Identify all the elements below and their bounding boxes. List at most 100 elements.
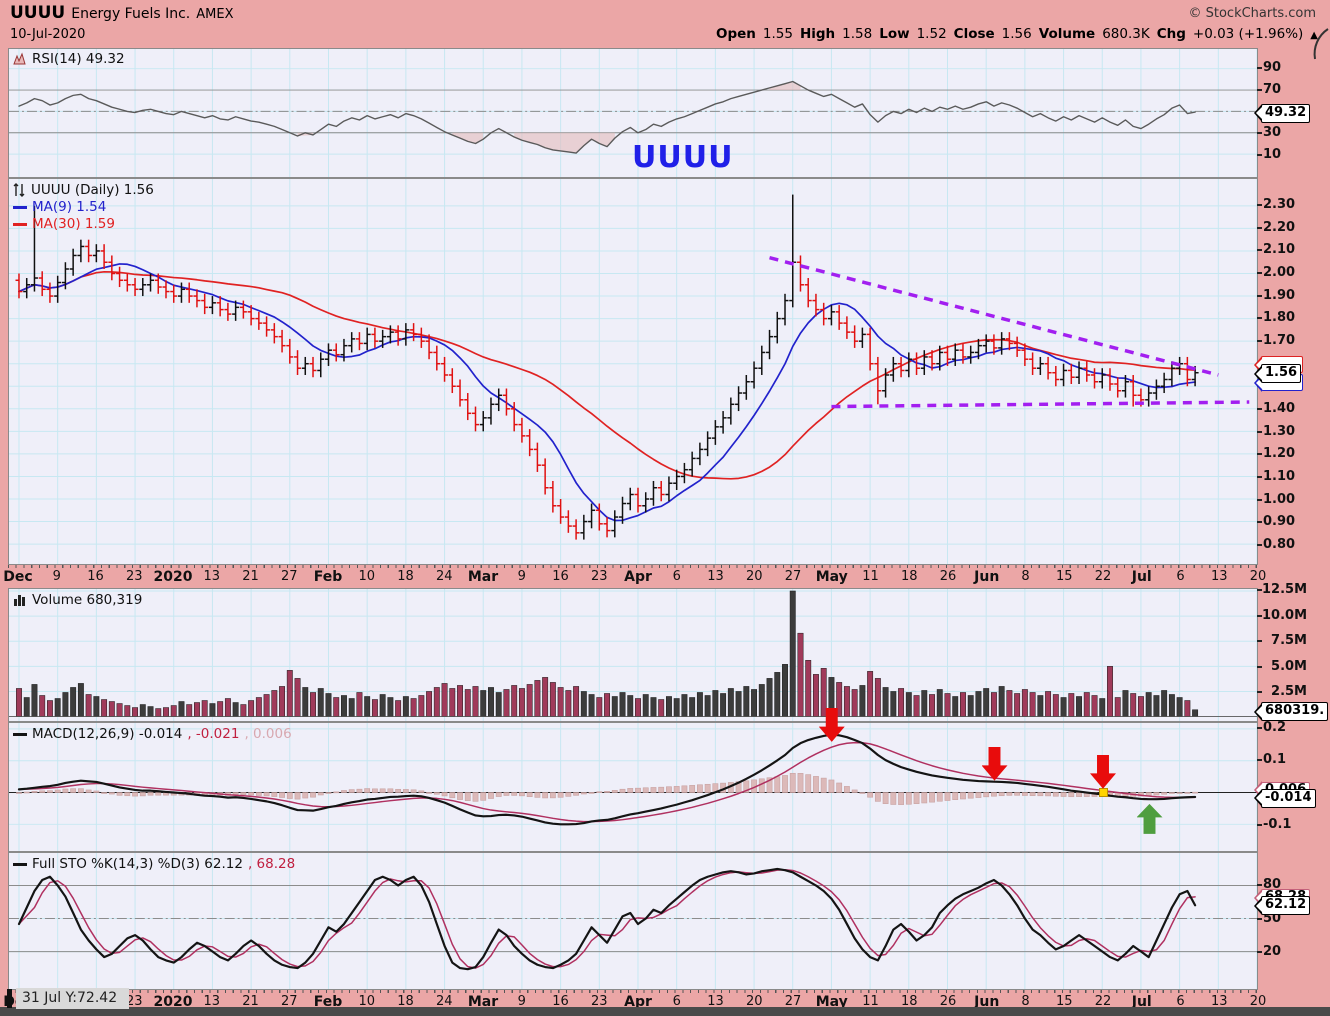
x-axis-label: 23 — [125, 569, 143, 584]
crosshair-readout: 31 Jul Y:72.42 — [16, 988, 130, 1009]
change-up-arrow-icon: ▲ — [1310, 30, 1318, 41]
company-name: Energy Fuels Inc. — [71, 6, 191, 22]
quote-label: Low — [879, 26, 910, 42]
y-axis-label: 2.20 — [1263, 219, 1296, 235]
volume-plot[interactable] — [9, 589, 1257, 721]
x-axis-label: 10 — [358, 994, 376, 1009]
x-axis-label: 16 — [552, 994, 569, 1009]
price-value-tag: 1.56 — [1261, 364, 1302, 384]
x-axis-label: 11 — [862, 994, 879, 1009]
y-axis-tick — [1257, 132, 1262, 135]
rsi-plot[interactable] — [9, 49, 1257, 177]
x-axis-label: Jul — [1131, 994, 1152, 1010]
quote-value: 1.52 — [916, 26, 947, 42]
sto-value-tag: 62.12 — [1261, 896, 1311, 916]
x-axis-label: 22 — [1094, 994, 1112, 1009]
y-axis-tick — [1257, 917, 1262, 920]
x-axis-label: 9 — [517, 569, 526, 584]
y-axis-tick — [1257, 521, 1262, 524]
y-axis-tick — [1257, 823, 1262, 826]
x-axis-label: 8 — [1021, 569, 1030, 584]
x-axis-label: Apr — [624, 569, 652, 585]
ticker-symbol: UUUU — [10, 3, 66, 23]
x-axis-label: 13 — [1210, 569, 1228, 584]
y-axis-label: 10 — [1263, 146, 1282, 162]
x-axis-label: 13 — [1210, 994, 1228, 1009]
macd-plot[interactable] — [9, 723, 1257, 851]
x-axis-label: Dec — [3, 569, 33, 585]
x-axis-label: 21 — [242, 569, 259, 584]
y-axis-label: 1.30 — [1263, 423, 1296, 439]
x-axis-label: 27 — [280, 569, 298, 584]
ma30-legend-label: MA(30) 1.59 — [32, 216, 115, 232]
x-axis-label: 24 — [435, 569, 453, 584]
x-axis-label: 11 — [862, 569, 879, 584]
price-plot[interactable] — [9, 179, 1257, 564]
sto-legend: Full STO %K(14,3) %D(3) 62.12 , 68.28 — [13, 856, 295, 872]
x-axis-label: 10 — [358, 569, 376, 584]
y-axis-label: 1.00 — [1263, 491, 1296, 507]
y-axis-tick — [1257, 272, 1262, 274]
x-axis-label: 13 — [203, 994, 221, 1009]
y-axis-tick — [1257, 408, 1262, 410]
y-axis-tick — [1257, 665, 1262, 668]
x-axis-label: Apr — [624, 994, 652, 1010]
x-axis-label: 9 — [52, 569, 61, 584]
x-axis-label: 18 — [900, 569, 918, 584]
macd-legend: MACD(12,26,9) -0.014 , -0.021 , 0.006 — [13, 726, 292, 742]
macd-value-tag: -0.014 — [1261, 788, 1316, 808]
sto-line-icon — [13, 862, 27, 866]
volume-legend: Volume 680,319 — [13, 592, 142, 608]
y-axis-label: 0.80 — [1263, 537, 1296, 552]
x-axis-label: 9 — [517, 994, 526, 1009]
x-axis-label: 18 — [397, 994, 414, 1009]
x-axis-label: 13 — [707, 569, 724, 584]
x-axis-label: 23 — [590, 569, 608, 584]
y-axis-label: 7.5M — [1271, 633, 1307, 648]
x-axis-label: 26 — [939, 569, 957, 584]
x-axis-label: 6 — [672, 569, 681, 584]
y-axis-label: 1.80 — [1263, 310, 1296, 326]
x-axis-label: 2020 — [153, 569, 193, 585]
x-axis-label: Feb — [313, 994, 343, 1010]
x-axis-label: 6 — [1176, 569, 1185, 584]
y-axis-label: 70 — [1263, 81, 1282, 97]
y-axis-tick — [1257, 691, 1262, 693]
rsi-legend-label: RSI(14) 49.32 — [32, 51, 125, 67]
y-axis-tick — [1257, 498, 1262, 501]
rsi-panel — [8, 48, 1258, 178]
quote-label: Close — [953, 26, 995, 42]
x-axis-label: Jul — [1131, 569, 1152, 585]
y-axis-tick — [1257, 430, 1262, 433]
y-axis-tick — [1257, 294, 1262, 297]
x-axis-label: Mar — [467, 994, 499, 1010]
price-panel — [8, 178, 1258, 565]
x-axis-bottom: Dec916232020132127Feb101824Mar91623Apr61… — [3, 990, 1266, 1010]
y-axis-label: -0.1 — [1263, 816, 1292, 832]
x-axis-label: 15 — [1055, 569, 1073, 584]
y-axis-tick — [1257, 476, 1262, 478]
rsi-value-tag: 49.32 — [1261, 103, 1311, 123]
x-axis-label: 23 — [125, 994, 143, 1009]
y-axis-label: 5.0M — [1271, 658, 1307, 674]
ma30-line-icon — [13, 222, 27, 226]
quote-value: 1.56 — [1001, 26, 1032, 42]
y-axis-label: 1.10 — [1263, 469, 1296, 484]
ma30-legend: MA(30) 1.59 — [13, 216, 115, 232]
chart-header: UUUU Energy Fuels Inc. AMEX — [10, 3, 233, 23]
y-axis-tick — [1257, 153, 1262, 156]
stochastics-plot[interactable] — [9, 853, 1257, 989]
x-axis-label: 18 — [397, 569, 414, 584]
x-axis-label: 21 — [242, 994, 259, 1009]
volume-bars-icon — [14, 595, 25, 606]
y-axis-label: 10.0M — [1262, 607, 1308, 623]
copyright-label: © StockCharts.com — [1188, 6, 1316, 21]
x-axis-label: 6 — [672, 994, 681, 1009]
sto-d-value: , 68.28 — [247, 856, 296, 872]
macd-signal-value: , -0.021 — [187, 726, 240, 742]
bottom-strip — [0, 1007, 1330, 1016]
x-axis-label: May — [815, 994, 848, 1010]
quote-value: 680.3K — [1102, 26, 1150, 42]
ma9-line-icon — [13, 205, 27, 209]
ticker-watermark: UUUU — [632, 140, 734, 175]
